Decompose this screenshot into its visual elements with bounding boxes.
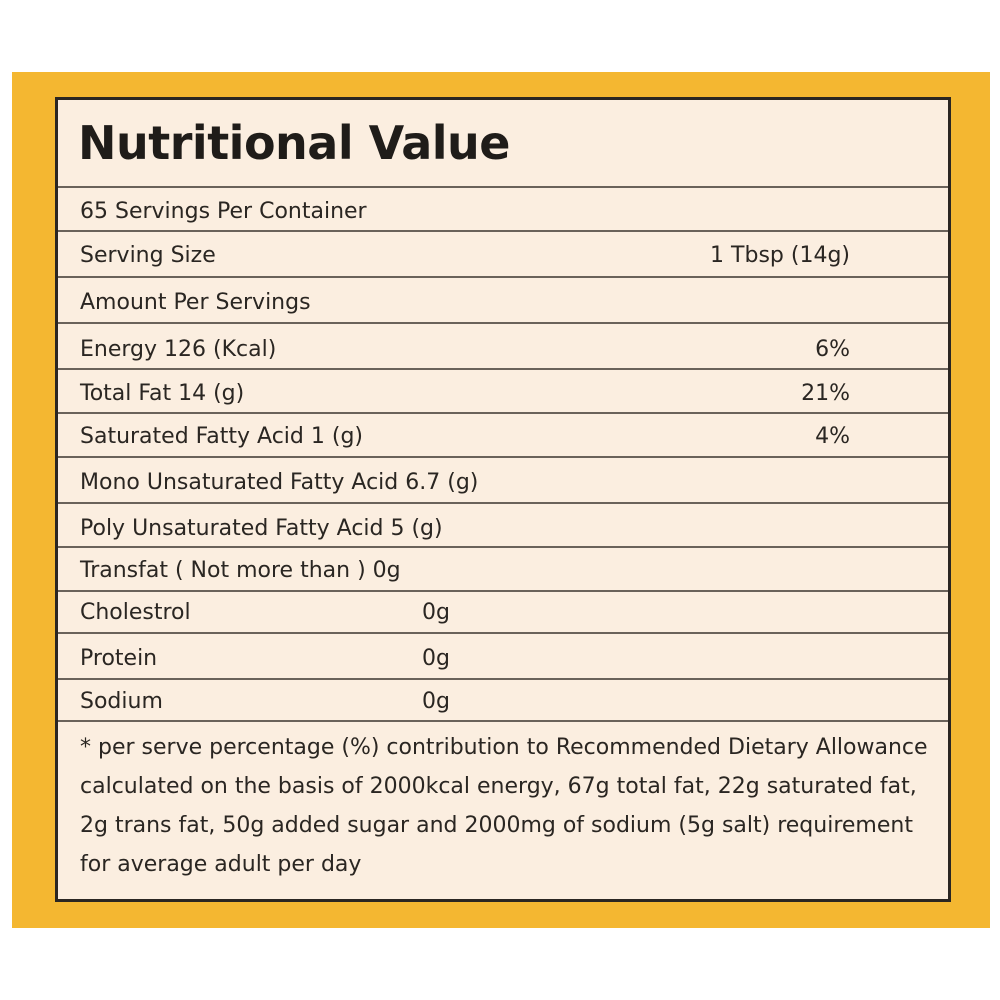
row-percent: 4% — [815, 424, 850, 449]
row-label: 65 Servings Per Container — [80, 199, 367, 224]
row-energy: Energy 126 (Kcal) 6% — [58, 322, 948, 368]
row-mono-unsaturated: Mono Unsaturated Fatty Acid 6.7 (g) — [58, 456, 948, 502]
row-servings-per-container: 65 Servings Per Container — [58, 186, 948, 230]
row-label: Amount Per Servings — [80, 290, 311, 315]
row-poly-unsaturated: Poly Unsaturated Fatty Acid 5 (g) — [58, 502, 948, 546]
row-transfat: Transfat ( Not more than ) 0g — [58, 546, 948, 590]
row-label: Energy 126 (Kcal) — [80, 337, 277, 362]
footnote-divider — [58, 720, 948, 722]
row-amount-per-servings: Amount Per Servings — [58, 276, 948, 322]
row-percent: 21% — [801, 381, 850, 406]
row-value: 0g — [422, 600, 450, 625]
row-sodium: Sodium 0g — [58, 678, 948, 720]
footnote-text: * per serve percentage (%) contribution … — [80, 735, 928, 877]
row-saturated-fatty-acid: Saturated Fatty Acid 1 (g) 4% — [58, 412, 948, 456]
row-percent: 6% — [815, 337, 850, 362]
row-label: Protein — [80, 646, 158, 671]
panel-title: Nutritional Value — [78, 116, 510, 170]
row-label: Sodium — [80, 689, 163, 714]
row-label: Serving Size — [80, 243, 216, 268]
nutrition-panel: Nutritional Value 65 Servings Per Contai… — [55, 97, 951, 902]
row-label: Mono Unsaturated Fatty Acid 6.7 (g) — [80, 470, 479, 495]
row-cholestrol: Cholestrol 0g — [58, 590, 948, 632]
row-serving-size: Serving Size 1 Tbsp (14g) — [58, 230, 948, 276]
row-value: 0g — [422, 646, 450, 671]
row-total-fat: Total Fat 14 (g) 21% — [58, 368, 948, 412]
row-label: Transfat ( Not more than ) 0g — [80, 558, 401, 583]
row-protein: Protein 0g — [58, 632, 948, 678]
row-value: 1 Tbsp (14g) — [710, 243, 850, 268]
row-label: Saturated Fatty Acid 1 (g) — [80, 424, 363, 449]
row-label: Cholestrol — [80, 600, 191, 625]
row-label: Poly Unsaturated Fatty Acid 5 (g) — [80, 516, 443, 541]
row-value: 0g — [422, 689, 450, 714]
row-label: Total Fat 14 (g) — [80, 381, 245, 406]
